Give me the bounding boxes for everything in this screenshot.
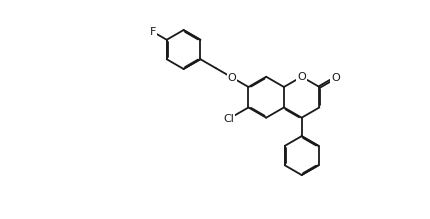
- Text: O: O: [297, 72, 306, 82]
- Text: F: F: [150, 27, 157, 37]
- Text: Cl: Cl: [224, 114, 234, 124]
- Text: O: O: [332, 72, 340, 83]
- Text: O: O: [228, 72, 236, 83]
